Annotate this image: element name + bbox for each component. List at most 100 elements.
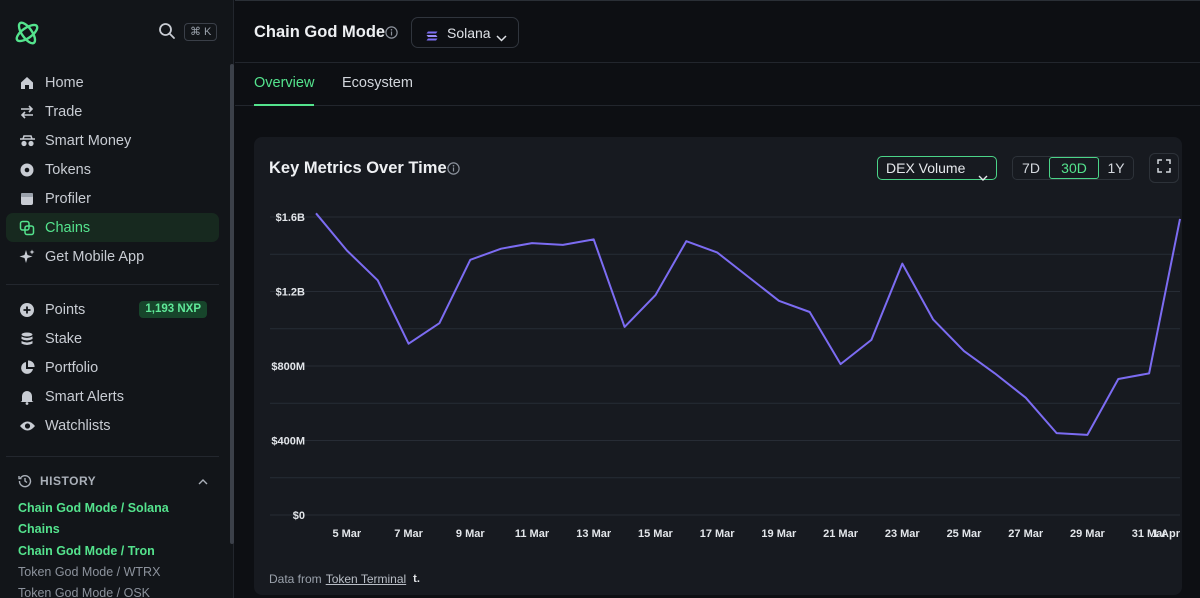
search-shortcut-hint: ⌘ K (184, 23, 218, 41)
history-link[interactable]: Chain God Mode / Tron (18, 544, 155, 558)
key-metrics-card: $0 $400M $800M $1.2B $1.6B 5 Mar 7 Mar 9 Mar 11 … (254, 137, 1182, 595)
sidebar-divider (6, 456, 219, 457)
eye-icon (18, 417, 36, 435)
data-source-prefix: Data from (269, 572, 322, 586)
sidebar-item-home[interactable]: Home (6, 68, 219, 97)
x-tick-label: 29 Mar (1070, 528, 1106, 540)
sidebar-item-label: Stake (45, 330, 83, 347)
sidebar-item-label: Home (45, 74, 84, 91)
range-7d-button[interactable]: 7D (1022, 160, 1040, 176)
primary-nav: Home Trade Smart Money Tokens Profiler C… (6, 68, 219, 271)
points-badge: 1,193 NXP (139, 301, 207, 318)
y-tick-label: $1.6B (276, 212, 305, 224)
x-tick-label: 15 Mar (638, 528, 674, 540)
sidebar-divider (6, 284, 219, 285)
history-section-header[interactable]: HISTORY (18, 473, 208, 489)
history-link[interactable]: Token God Mode / WTRX (18, 565, 161, 579)
x-tick-label: 1 Apr (1152, 528, 1180, 540)
x-tick-label: 19 Mar (761, 528, 797, 540)
spy-glasses-icon (18, 132, 36, 150)
page-title: Chain God Mode (254, 23, 386, 41)
sidebar: ⌘ K Home Trade Smart Money Tokens Profil… (0, 0, 234, 598)
info-icon[interactable] (385, 26, 398, 44)
dex-volume-series-line (315, 212, 1181, 436)
sidebar-item-get-mobile-app[interactable]: Get Mobile App (6, 242, 219, 271)
bell-icon (18, 388, 36, 406)
x-tick-label: 21 Mar (823, 528, 859, 540)
range-30d-button[interactable]: 30D (1049, 157, 1099, 179)
sidebar-item-label: Profiler (45, 190, 91, 207)
profile-card-icon (18, 190, 36, 208)
expand-icon (1157, 158, 1171, 178)
tab-bar: Overview Ecosystem (235, 64, 1200, 106)
sidebar-item-watchlists[interactable]: Watchlists (6, 411, 219, 440)
sidebar-item-profiler[interactable]: Profiler (6, 184, 219, 213)
history-link[interactable]: Chains (18, 522, 60, 536)
history-title: HISTORY (40, 474, 97, 488)
fullscreen-button[interactable] (1149, 153, 1179, 183)
solana-icon (426, 28, 438, 40)
history-link[interactable]: Chain God Mode / Solana (18, 501, 169, 515)
sidebar-item-stake[interactable]: Stake (6, 324, 219, 353)
sidebar-item-label: Points (45, 301, 86, 318)
token-terminal-link[interactable]: Token Terminal (325, 572, 407, 586)
sidebar-item-smart-alerts[interactable]: Smart Alerts (6, 382, 219, 411)
info-icon[interactable] (447, 162, 460, 180)
x-tick-label: 9 Mar (456, 528, 485, 540)
x-tick-label: 11 Mar (515, 528, 550, 540)
x-tick-label: 7 Mar (394, 528, 423, 540)
history-link[interactable]: Token God Mode / OSK (18, 586, 151, 598)
x-tick-label: 27 Mar (1008, 528, 1044, 540)
sidebar-item-trade[interactable]: Trade (6, 97, 219, 126)
sidebar-item-portfolio[interactable]: Portfolio (6, 353, 219, 382)
token-terminal-logo: t. (413, 573, 420, 585)
search-icon[interactable] (158, 22, 178, 42)
sparkle-icon (18, 248, 36, 266)
chevron-down-icon (978, 165, 988, 187)
x-tick-label: 5 Mar (332, 528, 361, 540)
data-source-note: Data from Token Terminal t. (269, 572, 420, 586)
x-tick-label: 13 Mar (576, 528, 612, 540)
sidebar-item-tokens[interactable]: Tokens (6, 155, 219, 184)
metric-selector-value: DEX Volume (886, 160, 966, 176)
tab-ecosystem[interactable]: Ecosystem (342, 75, 413, 91)
sidebar-item-label: Smart Alerts (45, 388, 124, 405)
x-tick-label: 23 Mar (885, 528, 921, 540)
swap-arrows-icon (18, 103, 36, 121)
sidebar-item-label: Chains (45, 219, 91, 236)
sidebar-scrollbar[interactable] (230, 64, 234, 544)
page-header: Chain God Mode Solana (235, 0, 1200, 63)
database-stack-icon (18, 330, 36, 348)
chain-selector-value: Solana (447, 24, 491, 41)
metric-selector[interactable]: DEX Volume (877, 156, 997, 181)
chain-link-icon (18, 219, 36, 237)
sidebar-item-label: Trade (45, 103, 83, 120)
plus-circle-icon (18, 301, 36, 319)
tab-overview[interactable]: Overview (254, 75, 315, 106)
pie-chart-icon (18, 359, 36, 377)
token-coin-icon (18, 161, 36, 179)
sidebar-item-label: Watchlists (45, 417, 111, 434)
card-title: Key Metrics Over Time (269, 159, 447, 177)
sidebar-item-label: Portfolio (45, 359, 99, 376)
x-tick-label: 31 Mar (1132, 528, 1168, 540)
sidebar-item-smart-money[interactable]: Smart Money (6, 126, 219, 155)
y-tick-label: $800M (271, 361, 305, 373)
x-tick-label: 17 Mar (700, 528, 736, 540)
history-clock-icon (18, 474, 32, 488)
x-tick-label: 25 Mar (947, 528, 983, 540)
chain-selector[interactable]: Solana (411, 17, 519, 48)
y-tick-label: $1.2B (276, 287, 305, 299)
y-tick-label: $0 (293, 510, 305, 522)
secondary-nav: Points 1,193 NXP Stake Portfolio Smart A… (6, 295, 219, 440)
chevron-up-icon[interactable] (198, 474, 208, 488)
sidebar-item-points[interactable]: Points 1,193 NXP (6, 295, 219, 324)
sidebar-item-label: Get Mobile App (45, 248, 145, 265)
range-1y-button[interactable]: 1Y (1107, 160, 1125, 176)
line-chart: $0 $400M $800M $1.2B $1.6B 5 Mar 7 Mar 9 Mar 11 … (270, 212, 1181, 540)
nansen-logo-icon[interactable] (12, 18, 42, 48)
y-tick-label: $400M (271, 436, 305, 448)
sidebar-item-chains[interactable]: Chains (6, 213, 219, 242)
chevron-down-icon (496, 29, 507, 45)
sidebar-item-label: Smart Money (45, 132, 132, 149)
